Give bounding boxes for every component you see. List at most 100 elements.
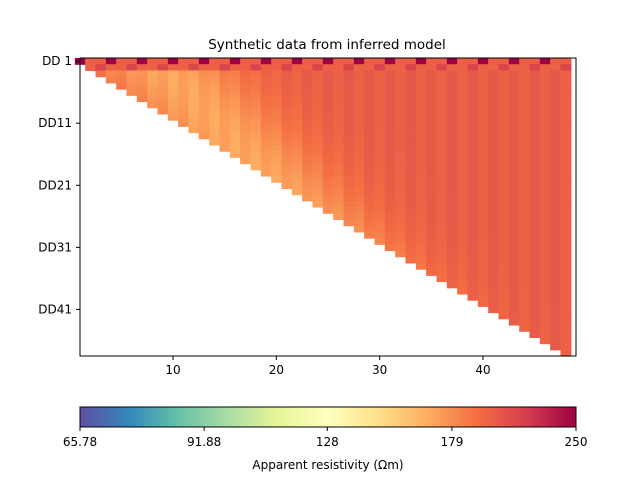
heatmap-cell [457,126,469,134]
heatmap-cell [426,219,438,227]
heatmap-cell [250,101,262,109]
heatmap-cell [560,126,572,134]
heatmap-cell [550,275,562,283]
heatmap-cell [395,151,407,158]
heatmap-cell [167,89,179,96]
heatmap-cell [498,113,510,121]
heatmap-cell [477,250,489,258]
heatmap-cell [488,269,500,276]
heatmap-cell [560,275,572,283]
heatmap-cell [395,82,407,90]
heatmap-cell [198,120,210,127]
heatmap-cell [353,113,365,121]
heatmap-cell [529,95,541,103]
heatmap-cell [322,207,334,214]
heatmap-cell [343,207,355,214]
heatmap-cell [374,163,386,171]
heatmap-cell [291,138,303,146]
heatmap-cell [343,126,355,134]
heatmap-cell [312,163,324,171]
heatmap-cell [105,76,117,84]
heatmap-cell [271,64,283,72]
heatmap-cell [271,58,283,65]
heatmap-cell [529,250,541,258]
heatmap-cell [539,101,551,109]
heatmap-cell [291,132,303,140]
heatmap-cell [405,132,417,140]
heatmap-cell [560,89,572,96]
heatmap-cell [498,175,510,183]
heatmap-cell [291,175,303,183]
heatmap-cell [467,120,479,127]
heatmap-cell [157,76,169,84]
heatmap-cell [539,163,551,171]
heatmap-cell [291,58,303,65]
heatmap-cell [457,101,469,109]
heatmap-cell [467,82,479,90]
heatmap-cell [167,70,179,78]
heatmap-cell [364,132,376,140]
heatmap-cell [260,138,272,146]
heatmap-cell [302,120,314,127]
heatmap-cell [529,293,541,301]
heatmap-cell [343,213,355,221]
heatmap-cell [457,219,469,227]
heatmap-cell [415,144,427,152]
heatmap-cell [219,126,231,134]
heatmap-cell [550,144,562,152]
heatmap-cell [519,287,531,295]
heatmap-cell [136,76,148,84]
heatmap-cell [519,262,531,270]
heatmap-cell [281,70,293,78]
heatmap-cell [498,101,510,109]
heatmap-cell [488,300,500,307]
heatmap-cell [446,200,458,208]
heatmap-cell [271,138,283,146]
heatmap-cell [136,89,148,96]
heatmap-cell [477,244,489,252]
heatmap-cell [477,126,489,134]
heatmap-cell [95,58,107,65]
heatmap-cell [539,200,551,208]
heatmap-cell [374,82,386,90]
heatmap-cell [529,163,541,171]
heatmap-cell [322,157,334,165]
heatmap-cell [519,76,531,84]
heatmap-cell [498,256,510,264]
heatmap-cell [529,120,541,127]
heatmap-cell [281,138,293,146]
heatmap-cell [250,89,262,96]
heatmap-cell [271,175,283,183]
heatmap-cell [188,82,200,90]
heatmap-cell [415,138,427,146]
heatmap-cell [508,244,520,252]
heatmap-cell [240,151,252,158]
heatmap-cell [550,293,562,301]
heatmap-cell [209,107,221,115]
heatmap-cell [436,219,448,227]
heatmap-cell [519,95,531,103]
heatmap-cell [446,101,458,109]
heatmap-cell [477,194,489,202]
heatmap-cell [488,64,500,72]
heatmap-cell [188,89,200,96]
heatmap-cell [219,132,231,140]
heatmap-cell [539,219,551,227]
heatmap-cell [291,107,303,115]
heatmap-cell [405,126,417,134]
heatmap-cell [560,250,572,258]
heatmap-cell [322,132,334,140]
heatmap-cell [281,113,293,121]
heatmap-cell [539,58,551,65]
heatmap-cell [415,126,427,134]
heatmap-cell [415,188,427,196]
heatmap-cell [405,175,417,183]
heatmap-cell [384,244,396,252]
heatmap-cell [167,101,179,109]
heatmap-cell [374,151,386,158]
heatmap-cell [343,144,355,152]
heatmap-cell [281,95,293,103]
heatmap-cell [457,269,469,276]
heatmap-cell [209,95,221,103]
heatmap-cell [519,157,531,165]
